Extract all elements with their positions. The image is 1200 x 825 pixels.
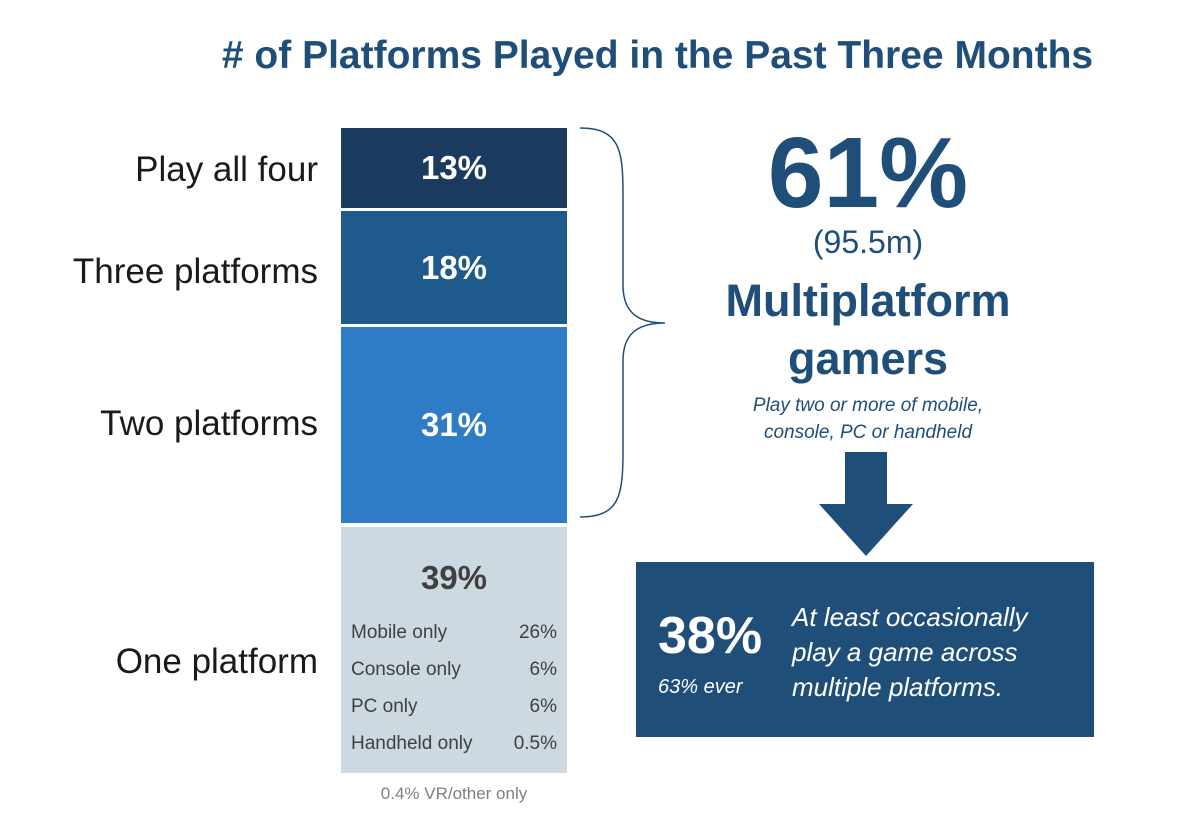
multiplatform-percent: 61% bbox=[767, 117, 969, 229]
down-arrow-icon bbox=[819, 452, 913, 556]
multiplatform-label-line2: gamers bbox=[787, 333, 949, 384]
breakdown-label: PC only bbox=[351, 696, 418, 717]
callout-percent: 38% bbox=[658, 607, 763, 665]
bar-value-play-all-four: 13% bbox=[420, 149, 488, 186]
callout-text-line3: multiple platforms. bbox=[792, 672, 1003, 702]
breakdown-row-console: Console only 6% bbox=[351, 652, 557, 688]
bar-segment-three-platforms: 18% bbox=[341, 211, 567, 324]
bar-value-two-platforms: 31% bbox=[420, 406, 488, 443]
curly-bracket bbox=[579, 127, 666, 518]
breakdown-row-mobile: Mobile only 26% bbox=[351, 615, 557, 651]
cross-platform-callout: 38% 63% ever At least occasionally play … bbox=[636, 562, 1094, 737]
row-label-three-platforms: Three platforms bbox=[72, 252, 318, 291]
bar-segment-play-all-four: 13% bbox=[341, 128, 567, 208]
callout-ever: 63% ever bbox=[658, 676, 743, 698]
multiplatform-note-line1: Play two or more of mobile, bbox=[752, 395, 984, 416]
bar-segment-two-platforms: 31% bbox=[341, 327, 567, 523]
breakdown-value: 0.5% bbox=[513, 733, 557, 754]
multiplatform-note-line2: console, PC or handheld bbox=[763, 422, 973, 443]
multiplatform-label-line1: Multiplatform bbox=[725, 275, 1011, 326]
breakdown-label: Handheld only bbox=[351, 733, 473, 754]
row-label-one-platform: One platform bbox=[115, 642, 318, 681]
multiplatform-count: (95.5m) bbox=[812, 224, 924, 260]
breakdown-row-pc: PC only 6% bbox=[351, 689, 557, 725]
multiplatform-note: Play two or more of mobile, console, PC … bbox=[680, 392, 1056, 446]
row-label-two-platforms: Two platforms bbox=[100, 404, 318, 443]
bar-segment-one-platform: 39% Mobile only 26% Console only 6% PC o… bbox=[341, 527, 567, 773]
row-label-play-all-four: Play all four bbox=[135, 150, 318, 189]
breakdown-label: Mobile only bbox=[351, 622, 448, 643]
breakdown-value: 6% bbox=[529, 659, 557, 680]
breakdown-row-handheld: Handheld only 0.5% bbox=[351, 726, 557, 762]
breakdown-value: 6% bbox=[529, 696, 557, 717]
breakdown-label: Console only bbox=[351, 659, 461, 680]
footnote-vr-other: 0.4% VR/other only bbox=[380, 784, 528, 803]
callout-text: At least occasionally play a game across… bbox=[792, 600, 1082, 705]
chart-title: # of Platforms Played in the Past Three … bbox=[221, 34, 1094, 77]
callout-text-line2: play a game across bbox=[792, 637, 1018, 667]
multiplatform-label: Multiplatform gamers bbox=[680, 272, 1056, 388]
bar-value-three-platforms: 18% bbox=[420, 248, 488, 286]
bar-value-one-platform: 39% bbox=[420, 559, 488, 596]
breakdown-value: 26% bbox=[518, 622, 557, 643]
callout-text-line1: At least occasionally bbox=[792, 602, 1028, 632]
